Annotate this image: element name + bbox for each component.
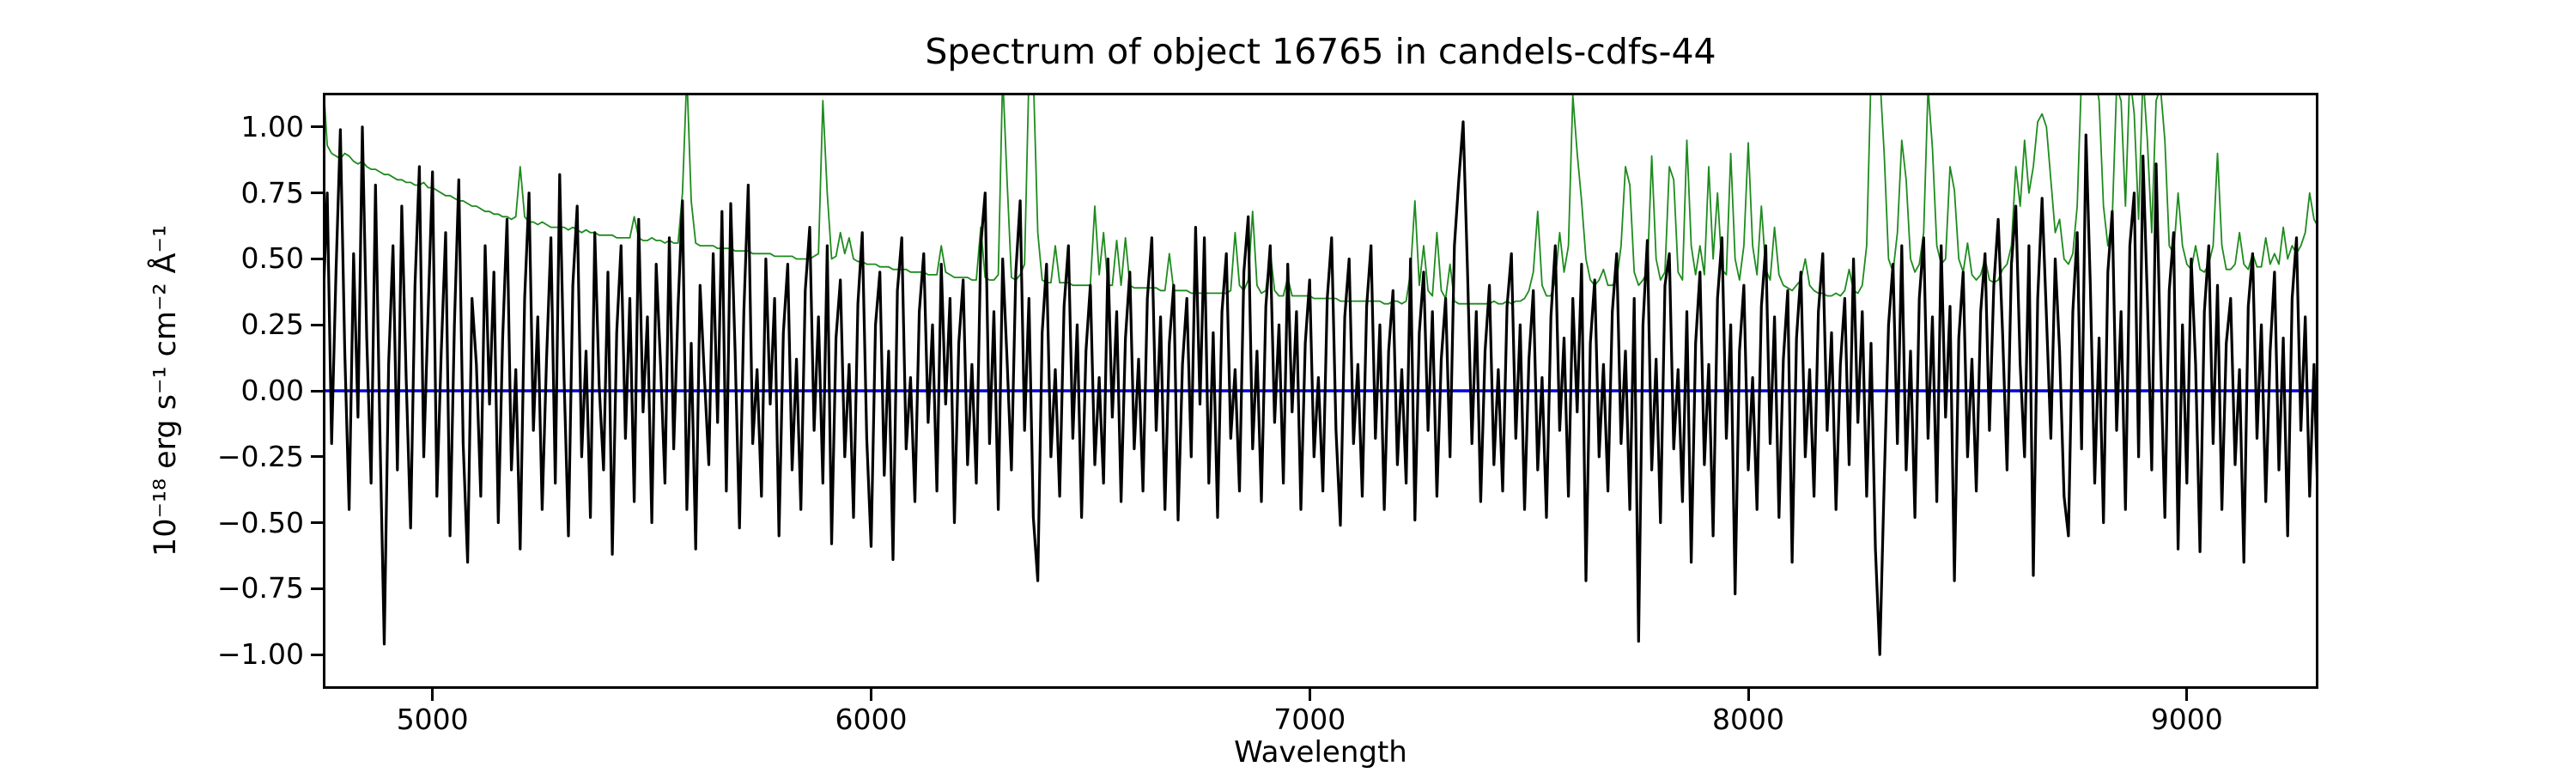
y-tick-label: −1.00 <box>216 637 304 672</box>
flux-line <box>323 120 2318 656</box>
y-tick-mark <box>311 323 323 326</box>
y-tick-label: −0.25 <box>216 439 304 473</box>
x-tick-mark <box>1747 689 1750 701</box>
y-tick-label: 0.50 <box>240 241 304 276</box>
y-tick-label: 0.25 <box>240 307 304 342</box>
x-tick-label: 8000 <box>1712 703 1784 736</box>
x-axis-label: Wavelength <box>1234 735 1407 770</box>
x-tick-mark <box>1308 689 1311 701</box>
axes-spines <box>323 93 2318 689</box>
y-tick-label: −0.75 <box>216 571 304 606</box>
plot-area <box>323 93 2318 689</box>
x-tick-label: 5000 <box>396 703 469 736</box>
y-tick-label: −0.50 <box>216 505 304 539</box>
y-tick-mark <box>311 192 323 195</box>
x-tick-mark <box>431 689 434 701</box>
y-tick-label: 1.00 <box>240 109 304 143</box>
x-tick-mark <box>2185 689 2189 701</box>
y-tick-mark <box>311 653 323 656</box>
y-tick-mark <box>311 257 323 260</box>
y-tick-mark <box>311 125 323 129</box>
x-tick-label: 6000 <box>835 703 908 736</box>
x-tick-label: 9000 <box>2150 703 2223 736</box>
y-tick-label: 0.00 <box>240 374 304 407</box>
y-tick-mark <box>311 587 323 590</box>
y-tick-mark <box>311 389 323 393</box>
x-tick-label: 7000 <box>1273 703 1346 736</box>
y-tick-mark <box>311 455 323 459</box>
y-tick-mark <box>311 521 323 525</box>
plot-title: Spectrum of object 16765 in candels-cdfs… <box>925 31 1716 72</box>
y-tick-label: 0.75 <box>240 175 304 210</box>
x-tick-mark <box>869 689 872 701</box>
